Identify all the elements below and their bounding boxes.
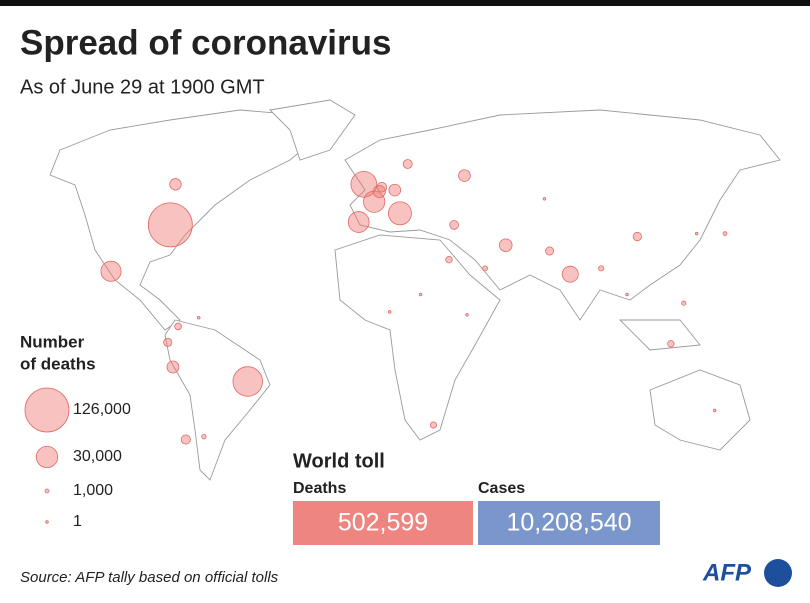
death-bubble — [350, 170, 378, 198]
death-bubble — [388, 183, 402, 197]
top-bar — [0, 0, 810, 6]
cases-box — [478, 501, 660, 545]
death-bubble — [163, 337, 173, 347]
death-bubble — [445, 256, 453, 264]
logo-circle — [764, 559, 792, 587]
legend-title: Number — [20, 332, 85, 351]
legend-label: 1,000 — [73, 482, 113, 499]
bubbles — [100, 159, 728, 445]
death-bubble — [713, 408, 717, 413]
death-bubble — [363, 190, 386, 213]
death-bubble — [197, 316, 201, 320]
legend-bubble — [24, 387, 70, 433]
deaths-label: Deaths — [293, 480, 346, 497]
legend: 126,000 30,000 1,000 1 — [24, 387, 131, 530]
source: Source: AFP tally based on official toll… — [20, 569, 279, 586]
death-bubble — [402, 159, 413, 169]
death-bubble — [169, 178, 182, 191]
cases-value: 10,208,540 — [506, 509, 631, 537]
legend-title: of deaths — [20, 354, 96, 373]
death-bubble — [458, 169, 471, 182]
death-bubble — [174, 322, 182, 331]
death-bubble — [498, 238, 513, 252]
death-bubble — [232, 366, 263, 397]
death-bubble — [347, 211, 370, 233]
legend-label: 126,000 — [73, 401, 131, 418]
legend-bubble — [45, 520, 49, 524]
death-bubble — [545, 246, 555, 256]
legend-bubble — [44, 488, 50, 494]
death-bubble — [722, 231, 728, 236]
death-bubble — [681, 300, 687, 306]
death-bubble — [465, 313, 469, 317]
death-bubble — [482, 265, 488, 272]
death-bubble — [180, 434, 191, 445]
land — [49, 99, 781, 481]
death-bubble — [387, 310, 392, 314]
death-bubble — [430, 421, 437, 429]
death-bubble — [388, 201, 412, 226]
deaths-box — [293, 501, 473, 545]
deaths-value: 502,599 — [338, 509, 428, 537]
world-toll-title: World toll — [293, 450, 385, 472]
title: Spread of coronavirus — [20, 23, 391, 62]
death-bubble — [376, 181, 388, 193]
death-bubble — [561, 265, 579, 283]
death-bubble — [632, 231, 642, 242]
death-bubble — [100, 260, 122, 282]
death-bubble — [147, 202, 193, 248]
death-bubble — [542, 197, 547, 201]
legend-bubble — [35, 445, 59, 469]
death-bubble — [667, 340, 675, 348]
death-bubble — [166, 360, 180, 374]
death-bubble — [598, 265, 605, 272]
cases-label: Cases — [478, 480, 525, 497]
death-bubble — [201, 433, 207, 440]
death-bubble — [418, 292, 423, 297]
subtitle: As of June 29 at 1900 GMT — [20, 76, 265, 98]
legend-label: 30,000 — [73, 448, 122, 465]
logo: AFP — [702, 559, 752, 586]
death-bubble — [694, 231, 699, 236]
death-bubble — [625, 292, 629, 297]
death-bubble — [449, 220, 459, 230]
legend-label: 1 — [73, 513, 82, 530]
